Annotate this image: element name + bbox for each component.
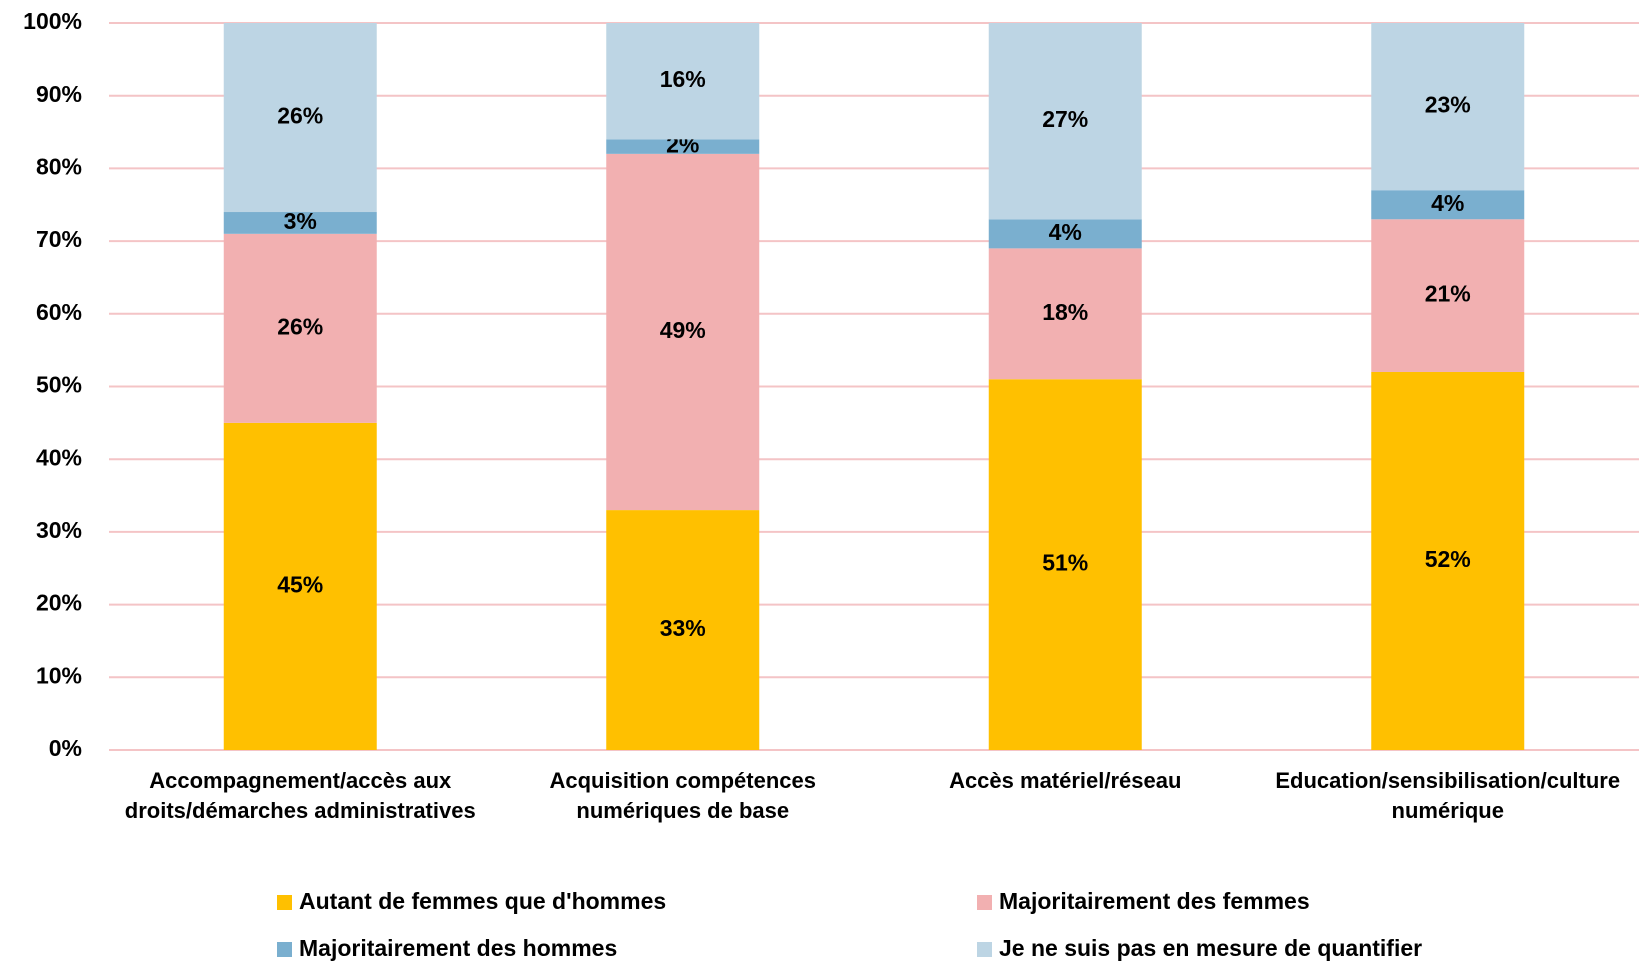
legend-swatch — [277, 895, 292, 910]
data-label: 51% — [1042, 550, 1088, 576]
bar-segment — [606, 139, 760, 154]
bar-segment — [223, 212, 377, 234]
data-label: 45% — [277, 572, 323, 598]
bar-segment — [988, 219, 1142, 249]
data-label: 21% — [1425, 281, 1471, 307]
bar-segment — [223, 422, 377, 750]
bar-segment — [223, 233, 377, 423]
data-label: 49% — [660, 317, 706, 343]
y-tick-label: 40% — [36, 444, 82, 470]
data-label: 3% — [284, 208, 317, 234]
bar-segment — [1371, 23, 1525, 191]
bar-segment — [988, 379, 1142, 750]
legend-swatch — [277, 942, 292, 957]
bar-segment — [988, 248, 1142, 380]
legend-label: Je ne suis pas en mesure de quantifier — [999, 935, 1422, 961]
legend-label: Majoritairement des hommes — [299, 935, 617, 961]
x-tick-label: Accès matériel/réseau — [949, 768, 1182, 793]
bar-segment — [1371, 219, 1525, 372]
y-tick-label: 50% — [36, 372, 82, 398]
data-label: 26% — [277, 313, 323, 339]
legend-label: Autant de femmes que d'hommes — [299, 888, 666, 914]
bar-segment — [606, 23, 760, 140]
bar-segment — [988, 23, 1142, 220]
data-label: 4% — [1049, 219, 1082, 245]
data-label: 26% — [277, 103, 323, 129]
y-tick-label: 30% — [36, 517, 82, 543]
bar-segment — [223, 23, 377, 213]
x-tick-label: Education/sensibilisation/culture numéri… — [1275, 768, 1621, 823]
y-tick-label: 70% — [36, 226, 82, 252]
bar-segment — [606, 153, 760, 511]
legend-swatch — [977, 895, 992, 910]
bar-segment — [606, 510, 760, 750]
data-label: 27% — [1042, 106, 1088, 132]
data-label: 18% — [1042, 299, 1088, 325]
legend-swatch — [977, 942, 992, 957]
x-tick-label: Accompagnement/accès aux droits/démarche… — [124, 768, 476, 823]
y-tick-label: 20% — [36, 590, 82, 616]
y-tick-label: 80% — [36, 153, 82, 179]
y-tick-label: 90% — [36, 81, 82, 107]
y-tick-label: 10% — [36, 662, 82, 688]
data-label: 33% — [660, 615, 706, 641]
y-tick-label: 60% — [36, 299, 82, 325]
legend-label: Majoritairement des femmes — [999, 888, 1310, 914]
x-tick-label: Acquisition compétences numériques de ba… — [549, 768, 816, 823]
data-label: 16% — [660, 66, 706, 92]
bar-segment — [1371, 190, 1525, 220]
bar-segment — [1371, 371, 1525, 750]
y-tick-label: 0% — [49, 735, 82, 761]
data-label: 4% — [1431, 190, 1464, 216]
data-label: 52% — [1425, 546, 1471, 572]
y-tick-label: 100% — [23, 8, 82, 34]
data-label: 23% — [1425, 92, 1471, 118]
